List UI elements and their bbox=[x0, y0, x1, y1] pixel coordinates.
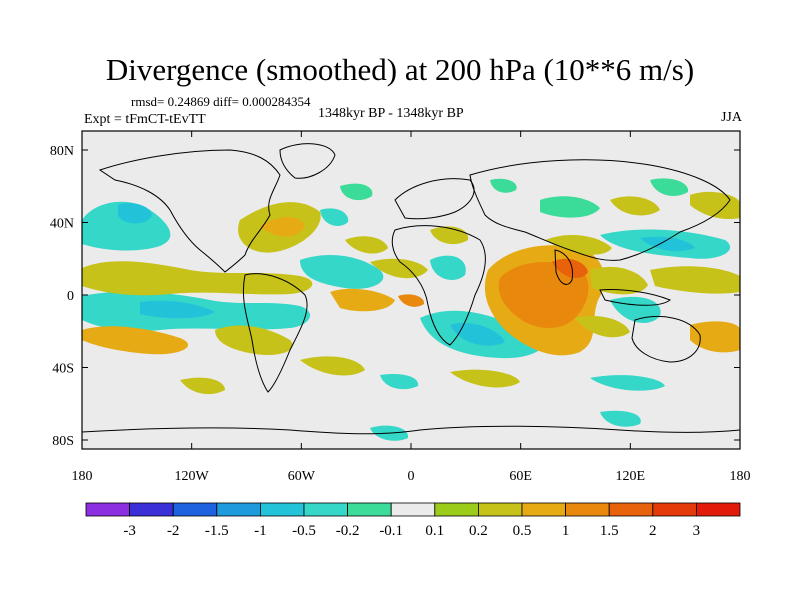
colorbar-label: -3 bbox=[123, 523, 136, 539]
colorbar-label: -1.5 bbox=[205, 523, 229, 539]
contour-positive bbox=[180, 377, 225, 395]
contour-positive bbox=[398, 294, 425, 307]
colorbar-swatch bbox=[434, 502, 479, 517]
colorbar-label: -0.5 bbox=[292, 523, 316, 539]
colorbar-swatch bbox=[652, 502, 697, 517]
contour-negative bbox=[320, 208, 349, 226]
contour-negative bbox=[450, 322, 505, 346]
y-tick-label: 0 bbox=[67, 289, 74, 304]
asia-coast bbox=[469, 159, 731, 261]
colorbar-swatch bbox=[696, 502, 741, 517]
contour-negative bbox=[540, 196, 600, 218]
colorbar-swatch bbox=[565, 502, 610, 517]
coastlines bbox=[82, 143, 740, 435]
y-tick-label: 80N bbox=[50, 144, 74, 159]
x-tick-label: 0 bbox=[408, 469, 415, 484]
contour-positive bbox=[690, 321, 740, 353]
contour-positive bbox=[345, 236, 388, 254]
axis-ticks: 180 120W 60W 0 60E 120E 180 80N 40N 0 40S 80S bbox=[50, 131, 751, 484]
y-tick-label: 40N bbox=[50, 217, 74, 232]
colorbar-label: -0.2 bbox=[336, 523, 360, 539]
contour-negative bbox=[430, 255, 466, 280]
experiment-label: Expt = tFmCT-tEvTT bbox=[84, 112, 206, 127]
contour-positive bbox=[690, 191, 740, 220]
season-label: JJA bbox=[720, 110, 742, 125]
contour-positive bbox=[498, 262, 589, 328]
contour-positive bbox=[545, 234, 612, 255]
contour-negative bbox=[300, 255, 384, 289]
contour-negative bbox=[490, 178, 517, 193]
contour-positive bbox=[590, 266, 648, 295]
colorbar-swatch bbox=[303, 502, 348, 517]
colorbar-swatch bbox=[347, 502, 392, 517]
colorbar-label: 0.5 bbox=[513, 523, 532, 539]
colorbar-swatch bbox=[608, 502, 654, 517]
colorbar-swatch bbox=[85, 502, 130, 517]
x-tick-label: 180 bbox=[730, 469, 751, 484]
colorbar-swatch bbox=[390, 502, 436, 517]
colorbar-label: 0.2 bbox=[469, 523, 488, 539]
colorbar-label: -1 bbox=[254, 523, 267, 539]
greenland-coast bbox=[279, 143, 336, 179]
contour-negative bbox=[140, 300, 215, 319]
north-america-coast bbox=[98, 149, 281, 273]
contour-positive bbox=[330, 288, 395, 312]
y-tick-label: 40S bbox=[52, 362, 74, 377]
colorbar-swatch bbox=[259, 502, 305, 517]
contour-positive bbox=[552, 258, 588, 278]
x-tick-label: 60E bbox=[509, 469, 532, 484]
australia-coast bbox=[631, 316, 701, 363]
stats-label: rmsd= 0.24869 diff= 0.000284354 bbox=[131, 94, 311, 109]
period-label: 1348kyr BP - 1348kyr BP bbox=[318, 106, 464, 121]
antarctica-coast bbox=[82, 425, 740, 435]
contour-positive bbox=[260, 217, 305, 237]
europe-coast bbox=[394, 178, 475, 220]
contour-positive bbox=[82, 326, 189, 355]
south-america-coast bbox=[242, 273, 308, 393]
contour-positive bbox=[82, 261, 313, 296]
india-coast bbox=[554, 249, 574, 285]
contour-negative bbox=[340, 183, 373, 201]
contour-negative bbox=[600, 410, 641, 427]
africa-coast bbox=[391, 225, 486, 346]
colorbar-label: 2 bbox=[649, 523, 657, 539]
colorbar-swatch bbox=[521, 502, 566, 517]
map-title: Divergence (smoothed) at 200 hPa (10**6 … bbox=[105, 52, 695, 87]
contour-positive bbox=[215, 325, 293, 356]
contour-negative bbox=[650, 178, 689, 196]
x-tick-label: 120W bbox=[175, 469, 210, 484]
colorbar-label: 1 bbox=[562, 523, 570, 539]
contour-negative bbox=[640, 236, 695, 252]
contour-positive bbox=[300, 356, 365, 376]
indonesia-coast bbox=[599, 289, 671, 306]
x-tick-label: 120E bbox=[616, 469, 646, 484]
colorbar-label: -2 bbox=[167, 523, 180, 539]
y-tick-label: 80S bbox=[52, 434, 74, 449]
contour-negative bbox=[118, 203, 152, 224]
colorbar-swatch bbox=[216, 502, 261, 517]
divergence-field bbox=[82, 178, 740, 441]
contour-negative bbox=[380, 374, 419, 390]
contour-positive bbox=[575, 315, 630, 338]
contour-positive bbox=[650, 266, 740, 294]
colorbar-label: 0.1 bbox=[425, 523, 444, 539]
contour-positive bbox=[450, 369, 520, 388]
colorbar: -3 -2 -1.5 -1 -0.5 -0.2 -0.1 0.1 0.2 0.5 1 1.5 2 3 bbox=[85, 502, 741, 539]
colorbar-label: 1.5 bbox=[600, 523, 619, 539]
colorbar-swatch bbox=[477, 502, 523, 517]
x-tick-label: 60W bbox=[288, 469, 316, 484]
contour-negative bbox=[590, 375, 665, 391]
colorbar-swatch bbox=[129, 502, 174, 517]
x-tick-label: 180 bbox=[72, 469, 93, 484]
colorbar-swatch bbox=[172, 502, 218, 517]
colorbar-label: -0.1 bbox=[379, 523, 403, 539]
colorbar-label: 3 bbox=[693, 523, 701, 539]
contour-positive bbox=[610, 196, 660, 216]
